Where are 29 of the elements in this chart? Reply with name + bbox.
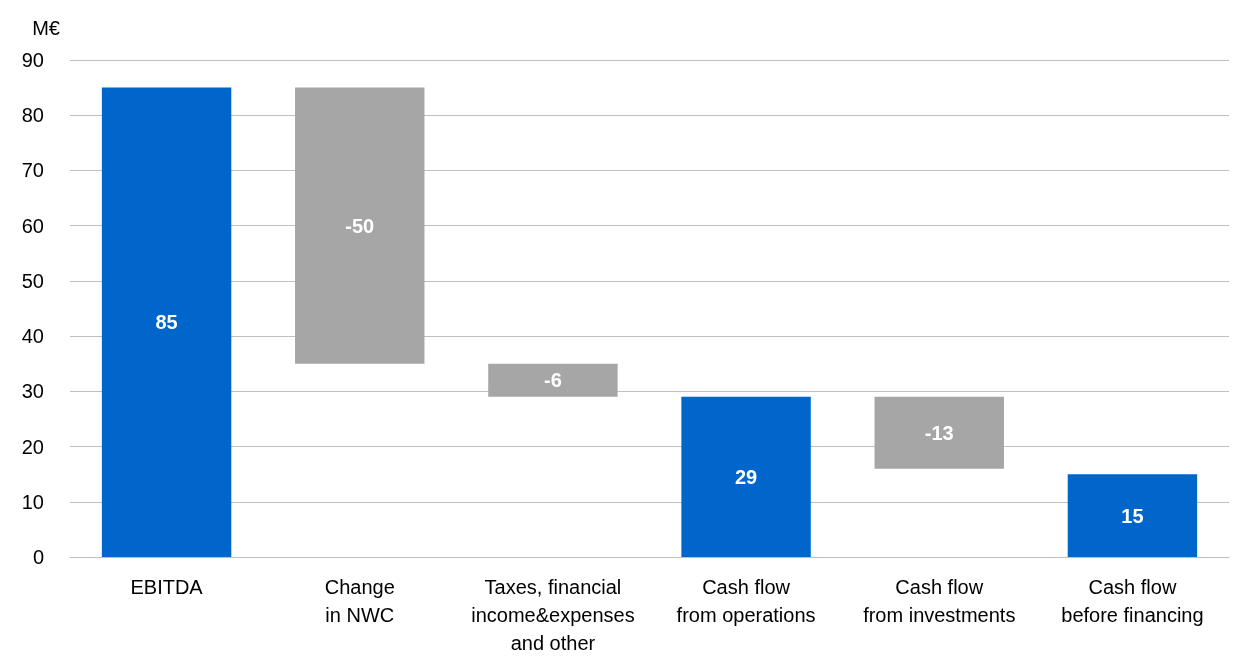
bar bbox=[295, 87, 425, 364]
data-label: -13 bbox=[924, 421, 954, 444]
x-tick-label: Taxes, financial income&expenses and other bbox=[471, 576, 635, 654]
bar bbox=[488, 363, 618, 397]
y-tick-label: 80 bbox=[21, 104, 44, 127]
x-tick-label: Cash flow before financing bbox=[1061, 576, 1204, 626]
bar bbox=[874, 396, 1004, 469]
data-label: -50 bbox=[345, 214, 375, 237]
x-tick-label: Cash flow from investments bbox=[863, 576, 1016, 626]
y-tick-label: 20 bbox=[21, 435, 44, 458]
y-tick-label: 90 bbox=[21, 49, 44, 71]
x-tick-label: Cash flow from operations bbox=[676, 576, 816, 626]
bar bbox=[101, 87, 232, 557]
data-label: 29 bbox=[734, 465, 758, 488]
bar bbox=[681, 396, 811, 557]
y-tick-label: 50 bbox=[21, 269, 44, 292]
x-tick-label: EBITDA bbox=[130, 576, 204, 598]
y-tick-label: 60 bbox=[21, 214, 44, 237]
y-tick-label: 10 bbox=[21, 490, 44, 513]
x-tick-label: Change in NWC bbox=[324, 576, 395, 626]
data-label: 15 bbox=[1121, 504, 1144, 527]
y-tick-label: 70 bbox=[21, 159, 44, 182]
data-label: -6 bbox=[544, 369, 562, 392]
data-label: 85 bbox=[155, 311, 178, 334]
bar bbox=[1067, 474, 1198, 557]
y-axis-title: M€ bbox=[32, 17, 60, 39]
y-tick-label: 0 bbox=[32, 546, 44, 568]
y-tick-label: 40 bbox=[21, 325, 44, 348]
y-tick-label: 30 bbox=[21, 380, 44, 403]
